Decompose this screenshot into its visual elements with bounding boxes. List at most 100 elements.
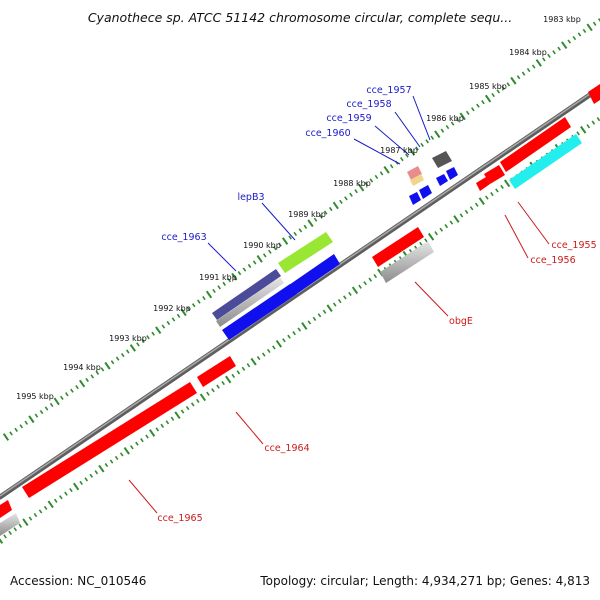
tick-mark: [496, 89, 501, 94]
tick-mark: [582, 28, 587, 33]
tick-mark: [34, 413, 39, 418]
feature-cce-1960[interactable]: [409, 192, 421, 205]
tick-mark: [348, 291, 352, 296]
gene-label[interactable]: cce_1964: [264, 443, 309, 454]
tick-mark: [516, 75, 521, 80]
tick-mark: [190, 402, 195, 407]
tick-mark: [171, 317, 176, 322]
feature-blue-long[interactable]: [222, 284, 297, 340]
tick-mark: [535, 59, 542, 67]
gene-label[interactable]: cce_1955: [551, 240, 596, 251]
gene-label[interactable]: cce_1959: [326, 113, 371, 124]
feature-blue-mid[interactable]: [289, 254, 340, 295]
tick-mark: [261, 352, 266, 357]
tick-mark: [408, 148, 416, 156]
feature-obge-red[interactable]: [372, 227, 424, 267]
tick-mark: [561, 41, 568, 49]
tick-mark: [135, 441, 139, 446]
tick-mark: [191, 303, 196, 308]
tick-mark: [465, 110, 470, 115]
kbp-tick-label: 1987 kbp: [380, 146, 418, 155]
tick-mark: [476, 103, 480, 108]
tick-mark: [419, 241, 423, 247]
tick-mark: [368, 277, 373, 282]
feature-cce-1964[interactable]: [197, 356, 236, 387]
feature-red-edge[interactable]: [588, 84, 600, 104]
tick-mark: [318, 214, 323, 219]
tick-mark: [115, 356, 120, 361]
tick-mark: [464, 209, 469, 214]
feature-red-upper[interactable]: [500, 117, 571, 172]
tick-mark: [44, 406, 49, 411]
feature-cce-1956-a[interactable]: [476, 177, 490, 191]
tick-mark: [471, 107, 475, 112]
tick-mark: [14, 427, 18, 432]
tick-mark: [246, 363, 251, 368]
kbp-tick-label: 1985 kbp: [469, 82, 507, 91]
tick-mark: [211, 388, 215, 393]
tick-mark: [500, 184, 504, 189]
feature-cce-1955[interactable]: [509, 134, 582, 189]
tick-mark: [317, 313, 322, 318]
kbp-labels: 1983 kbp 1984 kbp 1985 kbp 1986 kbp 1987 kbp…: [16, 15, 581, 401]
kbp-tick-label: 1993 kbp: [109, 334, 147, 343]
feature-cce-1963-gray[interactable]: [216, 277, 284, 327]
tick-mark: [292, 331, 296, 336]
gene-label[interactable]: cce_1956: [530, 255, 575, 266]
tick-mark: [301, 322, 308, 330]
tick-mark: [469, 206, 474, 211]
tick-mark: [478, 197, 485, 205]
feature-red-left-edge[interactable]: [0, 500, 12, 518]
gene-label[interactable]: obgE: [449, 316, 473, 327]
tick-mark: [415, 146, 419, 151]
tick-mark: [197, 299, 201, 304]
kbp-tick-label: 1992 kbp: [153, 304, 191, 313]
tick-mark: [557, 46, 561, 51]
tick-mark: [444, 224, 449, 229]
tick-mark: [592, 21, 597, 26]
tick-mark: [256, 356, 261, 361]
tick-mark: [119, 452, 124, 457]
feature-darkgray[interactable]: [432, 151, 452, 168]
tick-mark: [185, 405, 190, 411]
leader-cce-1957: [412, 95, 431, 141]
tick-mark: [459, 112, 466, 121]
tick-mark: [241, 366, 246, 371]
feature-cce-1958[interactable]: [436, 174, 448, 186]
tick-mark: [123, 447, 130, 455]
gene-label[interactable]: cce_1965: [157, 513, 202, 524]
tick-mark: [389, 164, 394, 169]
tick-mark: [206, 391, 210, 396]
inner-tick-ring: [0, 117, 600, 544]
gene-label[interactable]: cce_1957: [366, 85, 411, 96]
tick-mark: [141, 338, 145, 343]
feature-obge-gray[interactable]: [380, 241, 434, 283]
kbp-tick-label: 1984 kbp: [509, 48, 547, 57]
tick-mark: [186, 306, 191, 311]
tick-mark: [474, 202, 479, 207]
feature-pink[interactable]: [407, 166, 422, 180]
gene-label[interactable]: cce_1960: [305, 128, 350, 139]
tick-mark: [383, 166, 390, 174]
tick-mark: [262, 253, 267, 258]
tick-mark: [236, 370, 241, 375]
tick-mark: [490, 191, 494, 197]
feature-cce-1956-b[interactable]: [484, 165, 505, 184]
feature-gray-left-edge[interactable]: [0, 513, 20, 536]
feature-cce-1957[interactable]: [446, 167, 458, 180]
gene-label[interactable]: cce_1963: [161, 232, 206, 243]
feature-lepb3[interactable]: [278, 232, 333, 273]
tick-mark: [65, 392, 69, 397]
tick-mark: [577, 32, 582, 37]
feature-tan[interactable]: [410, 174, 424, 186]
gene-label[interactable]: cce_1958: [346, 99, 391, 110]
feature-cce-1965[interactable]: [22, 382, 197, 498]
tick-mark: [75, 385, 79, 390]
tick-mark: [298, 228, 303, 233]
feature-cce-1963-navy[interactable]: [212, 269, 281, 320]
feature-cce-1959[interactable]: [419, 185, 432, 199]
kbp-tick-label: 1988 kbp: [333, 179, 371, 188]
tick-mark: [22, 518, 29, 526]
gene-label[interactable]: lepB3: [237, 192, 264, 203]
